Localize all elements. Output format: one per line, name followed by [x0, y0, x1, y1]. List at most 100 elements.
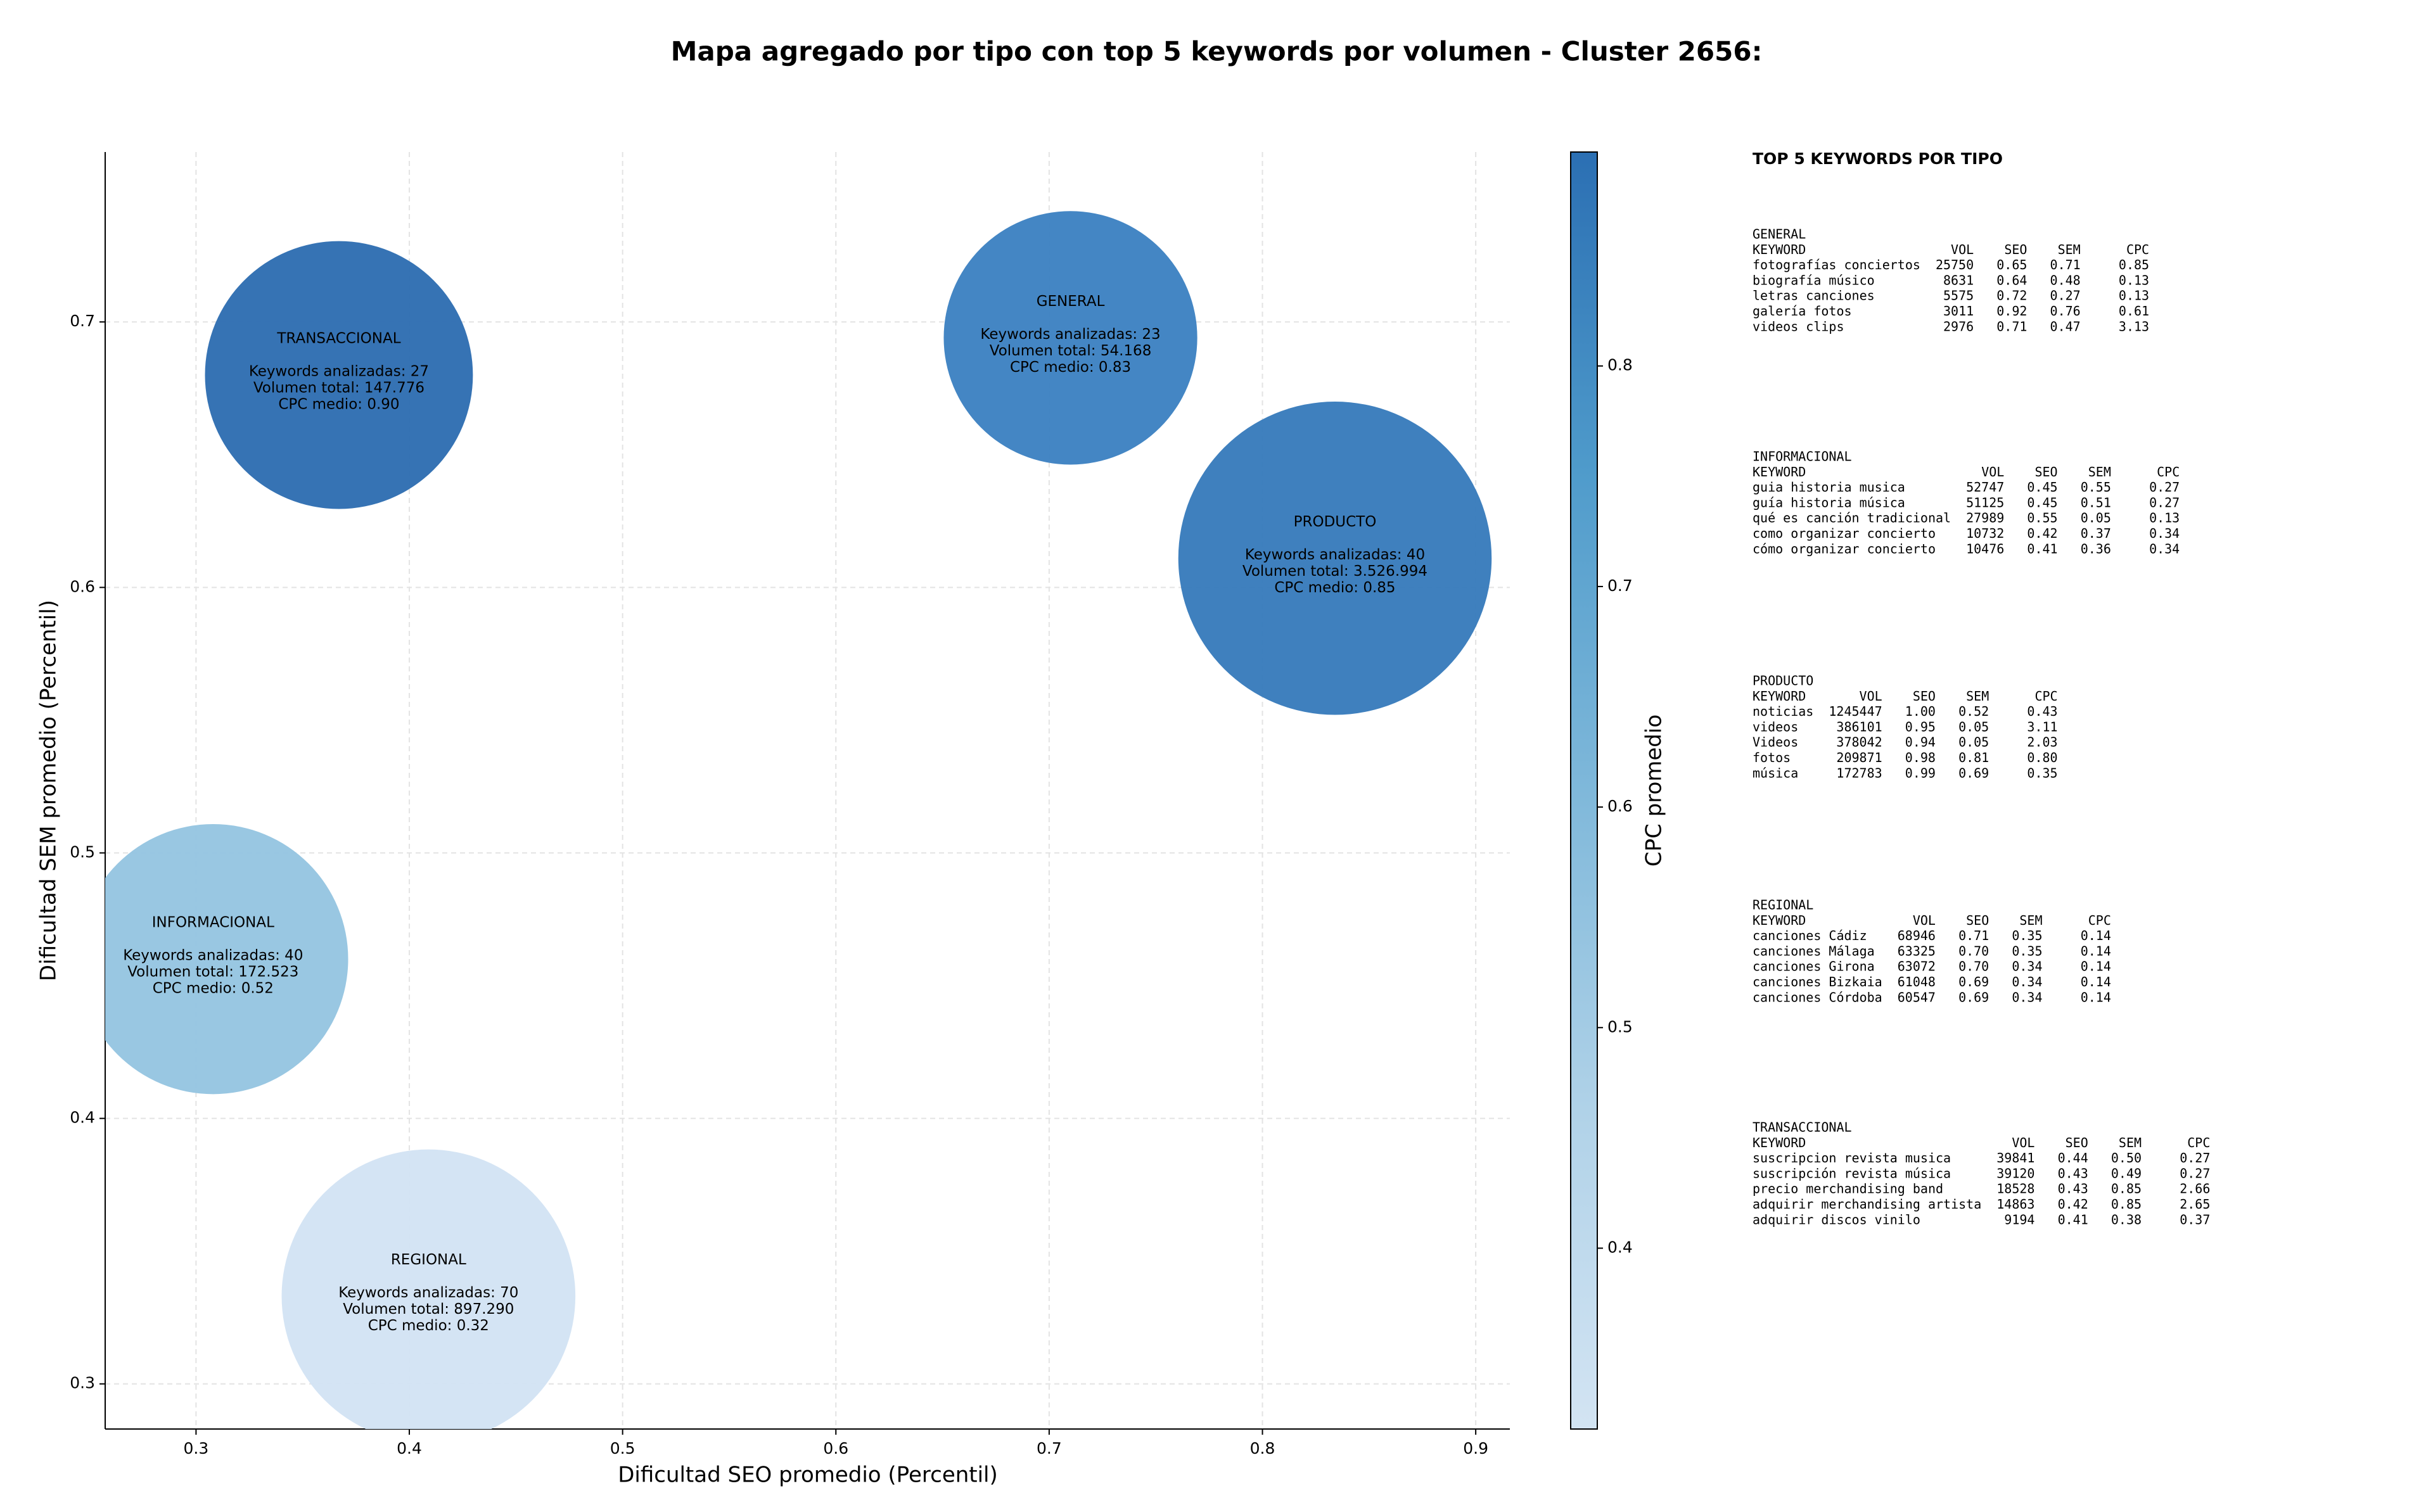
table-cell: 52747: [1966, 480, 2004, 495]
bubble: [281, 1149, 576, 1429]
bubble-label: PRODUCTO: [1294, 514, 1377, 530]
table-cell: 0.05: [2081, 511, 2111, 526]
table-cell: qué es canción tradicional: [1753, 511, 1951, 526]
table-cell: 0.76: [2050, 303, 2081, 319]
table-cell: 0.55: [2081, 480, 2111, 495]
table-cell: 0.14: [2081, 989, 2111, 1005]
table-cell: 0.85: [2111, 1197, 2142, 1212]
table-cell: 0.34: [2012, 959, 2042, 974]
table-cell: 378042: [1836, 735, 1882, 750]
table-cell: 0.27: [2149, 480, 2180, 495]
table-header: KEYWORD: [1753, 689, 1806, 704]
table-cell: 0.94: [1905, 735, 1936, 750]
bubble-label: Keywords analizadas: 23: [980, 326, 1160, 343]
table-cell: 0.14: [2081, 943, 2111, 958]
table-cell: canciones Bizkaia: [1753, 974, 1882, 989]
table-cell: Videos: [1753, 735, 1798, 750]
table-cell: videos: [1753, 719, 1798, 734]
table-cell: 0.50: [2111, 1150, 2142, 1166]
bubble-label: CPC medio: 0.83: [1010, 359, 1131, 376]
table-cell: 0.38: [2111, 1212, 2142, 1227]
table-header: SEM: [1966, 689, 1989, 704]
table-cell: 0.99: [1905, 765, 1936, 780]
x-tick-label: 0.7: [1037, 1439, 1062, 1458]
bubble-label: Volumen total: 897.290: [343, 1301, 514, 1318]
bubble: [1178, 402, 1492, 715]
table-cell: 0.47: [2050, 319, 2081, 334]
table-cell: 0.34: [2012, 974, 2042, 989]
table-cell: 0.05: [1958, 735, 1989, 750]
table-cell: 0.48: [2050, 272, 2081, 288]
bubble: [205, 241, 473, 509]
table-cell: 0.35: [2012, 943, 2042, 958]
table-cell: 0.98: [1905, 750, 1936, 765]
x-axis-label: Dificultad SEO promedio (Percentil): [618, 1463, 998, 1488]
table-cell: 0.81: [1958, 750, 1989, 765]
table-cell: 0.36: [2081, 541, 2111, 556]
table-header: SEO: [2004, 242, 2027, 257]
table-cell: biografía músico: [1753, 272, 1875, 288]
table-header: SEM: [2119, 1135, 2142, 1150]
table-cell: 63325: [1898, 943, 1936, 958]
table-cell: videos clips: [1753, 319, 1844, 334]
table-cell: 9194: [2004, 1212, 2034, 1227]
section-name: GENERAL: [1753, 227, 1806, 242]
y-tick-label: 0.6: [70, 577, 95, 595]
table-cell: 0.72: [1996, 288, 2027, 303]
table-cell: como organizar concierto: [1753, 526, 1936, 541]
table-cell: suscripcion revista musica: [1753, 1150, 1951, 1166]
table-cell: adquirir discos vinilo: [1753, 1212, 1920, 1227]
bubble-label: Keywords analizadas: 70: [338, 1285, 518, 1301]
table-cell: canciones Cádiz: [1753, 928, 1867, 943]
table-cell: 0.37: [2180, 1212, 2210, 1227]
bubble-label: CPC medio: 0.85: [1274, 580, 1395, 596]
table-header: VOL: [1951, 242, 1974, 257]
table-cell: 2.03: [2027, 735, 2057, 750]
table-cell: canciones Málaga: [1753, 943, 1875, 958]
table-cell: canciones Girona: [1753, 959, 1875, 974]
table-cell: 0.45: [2027, 480, 2057, 495]
table-cell: 0.69: [1958, 989, 1989, 1005]
table-cell: guía historia música: [1753, 495, 1905, 510]
table-cell: 0.42: [2058, 1197, 2088, 1212]
table-cell: 39120: [1996, 1166, 2034, 1181]
table-cell: 0.71: [1958, 928, 1989, 943]
table-cell: 0.85: [2111, 1181, 2142, 1197]
table-cell: 0.55: [2027, 511, 2057, 526]
colorbar-tick-label: 0.7: [1607, 576, 1633, 595]
x-tick-label: 0.5: [610, 1439, 635, 1458]
table-cell: 14863: [1996, 1197, 2034, 1212]
bubble-label: CPC medio: 0.90: [278, 397, 399, 413]
table-header: SEM: [2088, 464, 2111, 480]
table-header: VOL: [1981, 464, 2004, 480]
bubble-label: Keywords analizadas: 40: [123, 948, 303, 964]
table-header: VOL: [2012, 1135, 2034, 1150]
table-cell: 0.27: [2180, 1150, 2210, 1166]
colorbar: [1570, 151, 1598, 1430]
table-cell: 0.27: [2149, 495, 2180, 510]
table-header: CPC: [2187, 1135, 2210, 1150]
table-cell: 0.13: [2119, 288, 2149, 303]
table-cell: 0.51: [2081, 495, 2111, 510]
y-tick-label: 0.7: [70, 312, 95, 330]
table-cell: 2.65: [2180, 1197, 2210, 1212]
table-cell: 0.70: [1958, 943, 1989, 958]
colorbar-tick-label: 0.8: [1607, 356, 1633, 374]
section-name: REGIONAL: [1753, 898, 1813, 913]
bubble: [105, 824, 348, 1095]
table-cell: 0.69: [1958, 974, 1989, 989]
table-cell: 61048: [1898, 974, 1936, 989]
table-cell: 1.00: [1905, 704, 1936, 719]
table-cell: 3011: [1943, 303, 1974, 319]
table-cell: 0.42: [2027, 526, 2057, 541]
table-header: SEO: [2066, 1135, 2088, 1150]
colorbar-tick-label: 0.4: [1607, 1238, 1633, 1256]
table-cell: 0.43: [2027, 704, 2057, 719]
table-cell: 51125: [1966, 495, 2004, 510]
bubble-label: Keywords analizadas: 40: [1245, 547, 1425, 563]
bubble-label: Volumen total: 147.776: [253, 380, 425, 397]
y-tick-label: 0.5: [70, 842, 95, 861]
table-cell: 0.37: [2081, 526, 2111, 541]
table-cell: 0.64: [1996, 272, 2027, 288]
